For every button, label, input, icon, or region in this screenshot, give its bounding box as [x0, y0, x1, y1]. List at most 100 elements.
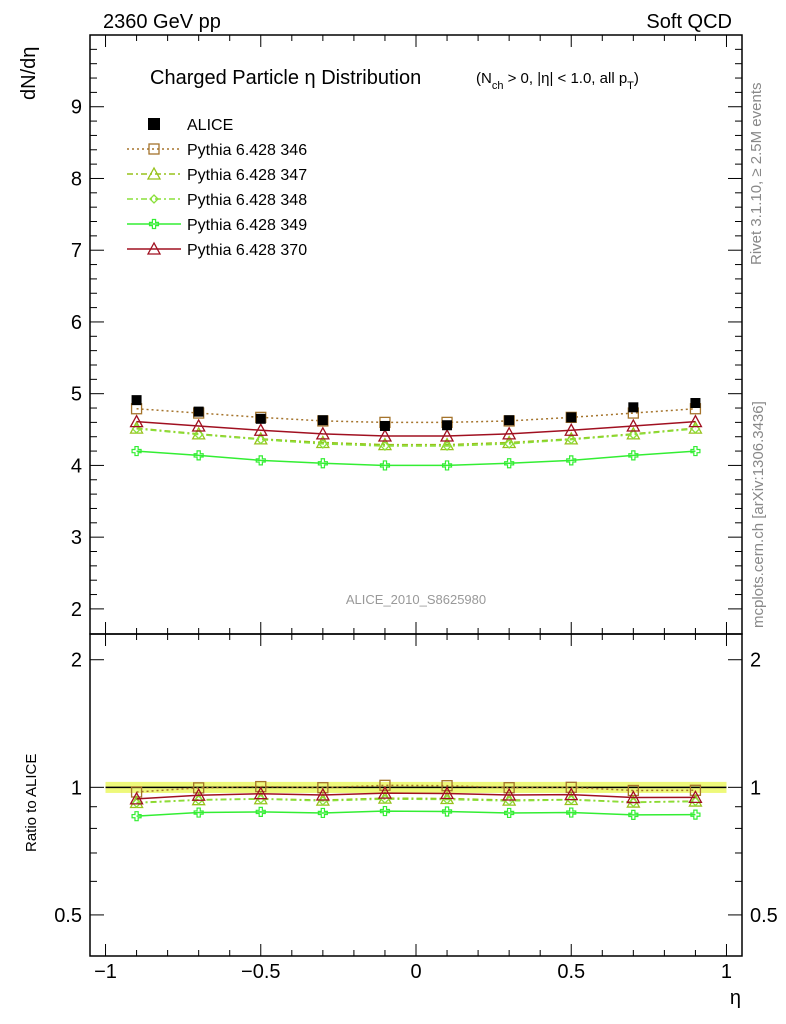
- series-line-main: [136, 420, 696, 437]
- y-axis-title-ratio: Ratio to ALICE: [23, 754, 40, 852]
- series-point-ratio: [690, 809, 701, 820]
- cut-part-3: ): [634, 70, 639, 87]
- x-tick-label: 1: [721, 961, 732, 983]
- ratio-tick-label-left: 2: [71, 650, 82, 672]
- series-point-main: [502, 426, 517, 440]
- data-point: [131, 395, 142, 406]
- series-point-ratio: [626, 790, 641, 804]
- series-line-ratio: [136, 798, 696, 804]
- series-point-main: [191, 418, 206, 432]
- series-line-ratio: [136, 784, 696, 793]
- y-tick-label: 8: [71, 168, 82, 190]
- series-point-main: [193, 450, 204, 461]
- series-point-ratio: [441, 780, 453, 792]
- series-point-main: [566, 455, 577, 466]
- series-point-main: [380, 441, 390, 451]
- cut-part-1: (N: [476, 70, 492, 87]
- mcplots-label: mcplots.cern.ch [arXiv:1306.3436]: [750, 401, 767, 628]
- series-point-ratio: [377, 785, 393, 799]
- legend: ALICE Pythia 6.428 346 Pythia 6.428 347 Pyt…: [127, 117, 307, 259]
- data-point: [690, 398, 701, 409]
- y-tick-label: 3: [71, 527, 82, 549]
- series-point-ratio: [690, 796, 701, 807]
- series-point-ratio: [193, 795, 204, 806]
- legend-label: Pythia 6.428 370: [187, 242, 307, 259]
- y-tick-label: 9: [71, 97, 82, 119]
- ratio-tick-label-left: 0.5: [54, 905, 82, 927]
- analysis-id: ALICE_2010_S8625980: [346, 592, 486, 607]
- axes: −1 −0.5 0 0.5 1 2 3 4 5 6 7 8 9 0.5 0.5 1 1 2 2: [54, 34, 778, 983]
- series-line-main: [136, 450, 696, 467]
- data-point: [317, 415, 328, 426]
- legend-marker: [149, 194, 159, 204]
- series-point-main: [377, 428, 393, 442]
- data-point: [628, 402, 639, 413]
- x-tick-label: −0.5: [241, 961, 280, 983]
- series-point-main: [255, 434, 266, 445]
- series-point-ratio: [503, 782, 515, 794]
- y-tick-label: 4: [71, 455, 82, 477]
- legend-marker: [148, 218, 160, 230]
- series-point-ratio: [317, 782, 329, 794]
- series-point-main: [504, 438, 515, 449]
- legend-label: Pythia 6.428 348: [187, 192, 307, 209]
- y-tick-label: 2: [71, 599, 82, 621]
- series-point-ratio: [379, 779, 391, 791]
- series-point-main: [315, 426, 330, 440]
- x-tick-label: 0: [410, 961, 421, 983]
- ratio-band: [105, 781, 727, 793]
- series-point-ratio: [255, 794, 266, 805]
- series-point-main: [253, 422, 268, 436]
- cut-part-2: > 0, |η| < 1.0, all p: [503, 70, 627, 87]
- series-point-ratio: [628, 809, 639, 820]
- legend-marker: [146, 241, 162, 255]
- series-point-ratio: [502, 787, 517, 801]
- series-point-main: [317, 458, 328, 469]
- data-point: [442, 420, 453, 431]
- cut-sub-1: ch: [492, 80, 504, 92]
- series-point-ratio: [566, 807, 577, 818]
- series-point-main: [255, 455, 266, 466]
- x-tick-label: −1: [94, 961, 117, 983]
- series-layer: [129, 395, 703, 822]
- series-point-main: [441, 460, 453, 471]
- series-point-ratio: [317, 807, 328, 819]
- chart-title-main: Charged Particle η Distribution: [150, 67, 421, 89]
- series-point-main: [193, 429, 204, 440]
- series-point-ratio: [129, 791, 144, 805]
- series-alice-data: [131, 395, 701, 431]
- series-point-main: [379, 460, 391, 471]
- data-point: [379, 420, 390, 431]
- series-point-ratio: [315, 787, 330, 801]
- cut-sub-2: T: [627, 80, 634, 92]
- series-point-ratio: [379, 805, 391, 817]
- x-tick-label: 0.5: [557, 961, 585, 983]
- series-line-main: [136, 407, 696, 424]
- rivet-label: Rivet 3.1.10, ≥ 2.5M events: [748, 83, 765, 266]
- legend-label: Pythia 6.428 346: [187, 142, 307, 159]
- series-point-ratio: [688, 789, 703, 803]
- series-point-main: [690, 423, 701, 434]
- legend-marker: [148, 143, 160, 155]
- series-pythia-6-428-370: [129, 414, 703, 805]
- data-point: [193, 406, 204, 417]
- chart-title-cut: (Nch > 0, |η| < 1.0, all pT): [476, 70, 639, 92]
- series-pythia-6-428-349: [131, 445, 701, 822]
- legend-marker-data: [148, 118, 160, 130]
- series-point-ratio: [131, 798, 142, 808]
- series-point-main: [564, 422, 579, 436]
- x-axis-title: η: [730, 987, 741, 1009]
- y-tick-label: 5: [71, 384, 82, 406]
- ratio-tick-label-right: 1: [750, 777, 761, 799]
- legend-marker: [146, 166, 162, 180]
- y-axis-title-main: dN/dη: [18, 47, 40, 100]
- y-tick-label: 6: [71, 312, 82, 334]
- header-right: Soft QCD: [646, 11, 732, 33]
- legend-label: Pythia 6.428 349: [187, 217, 307, 234]
- series-point-main: [131, 423, 142, 434]
- series-point-ratio: [255, 806, 266, 818]
- series-point-main: [131, 445, 142, 457]
- series-point-main: [439, 428, 455, 442]
- series-point-ratio: [131, 811, 142, 822]
